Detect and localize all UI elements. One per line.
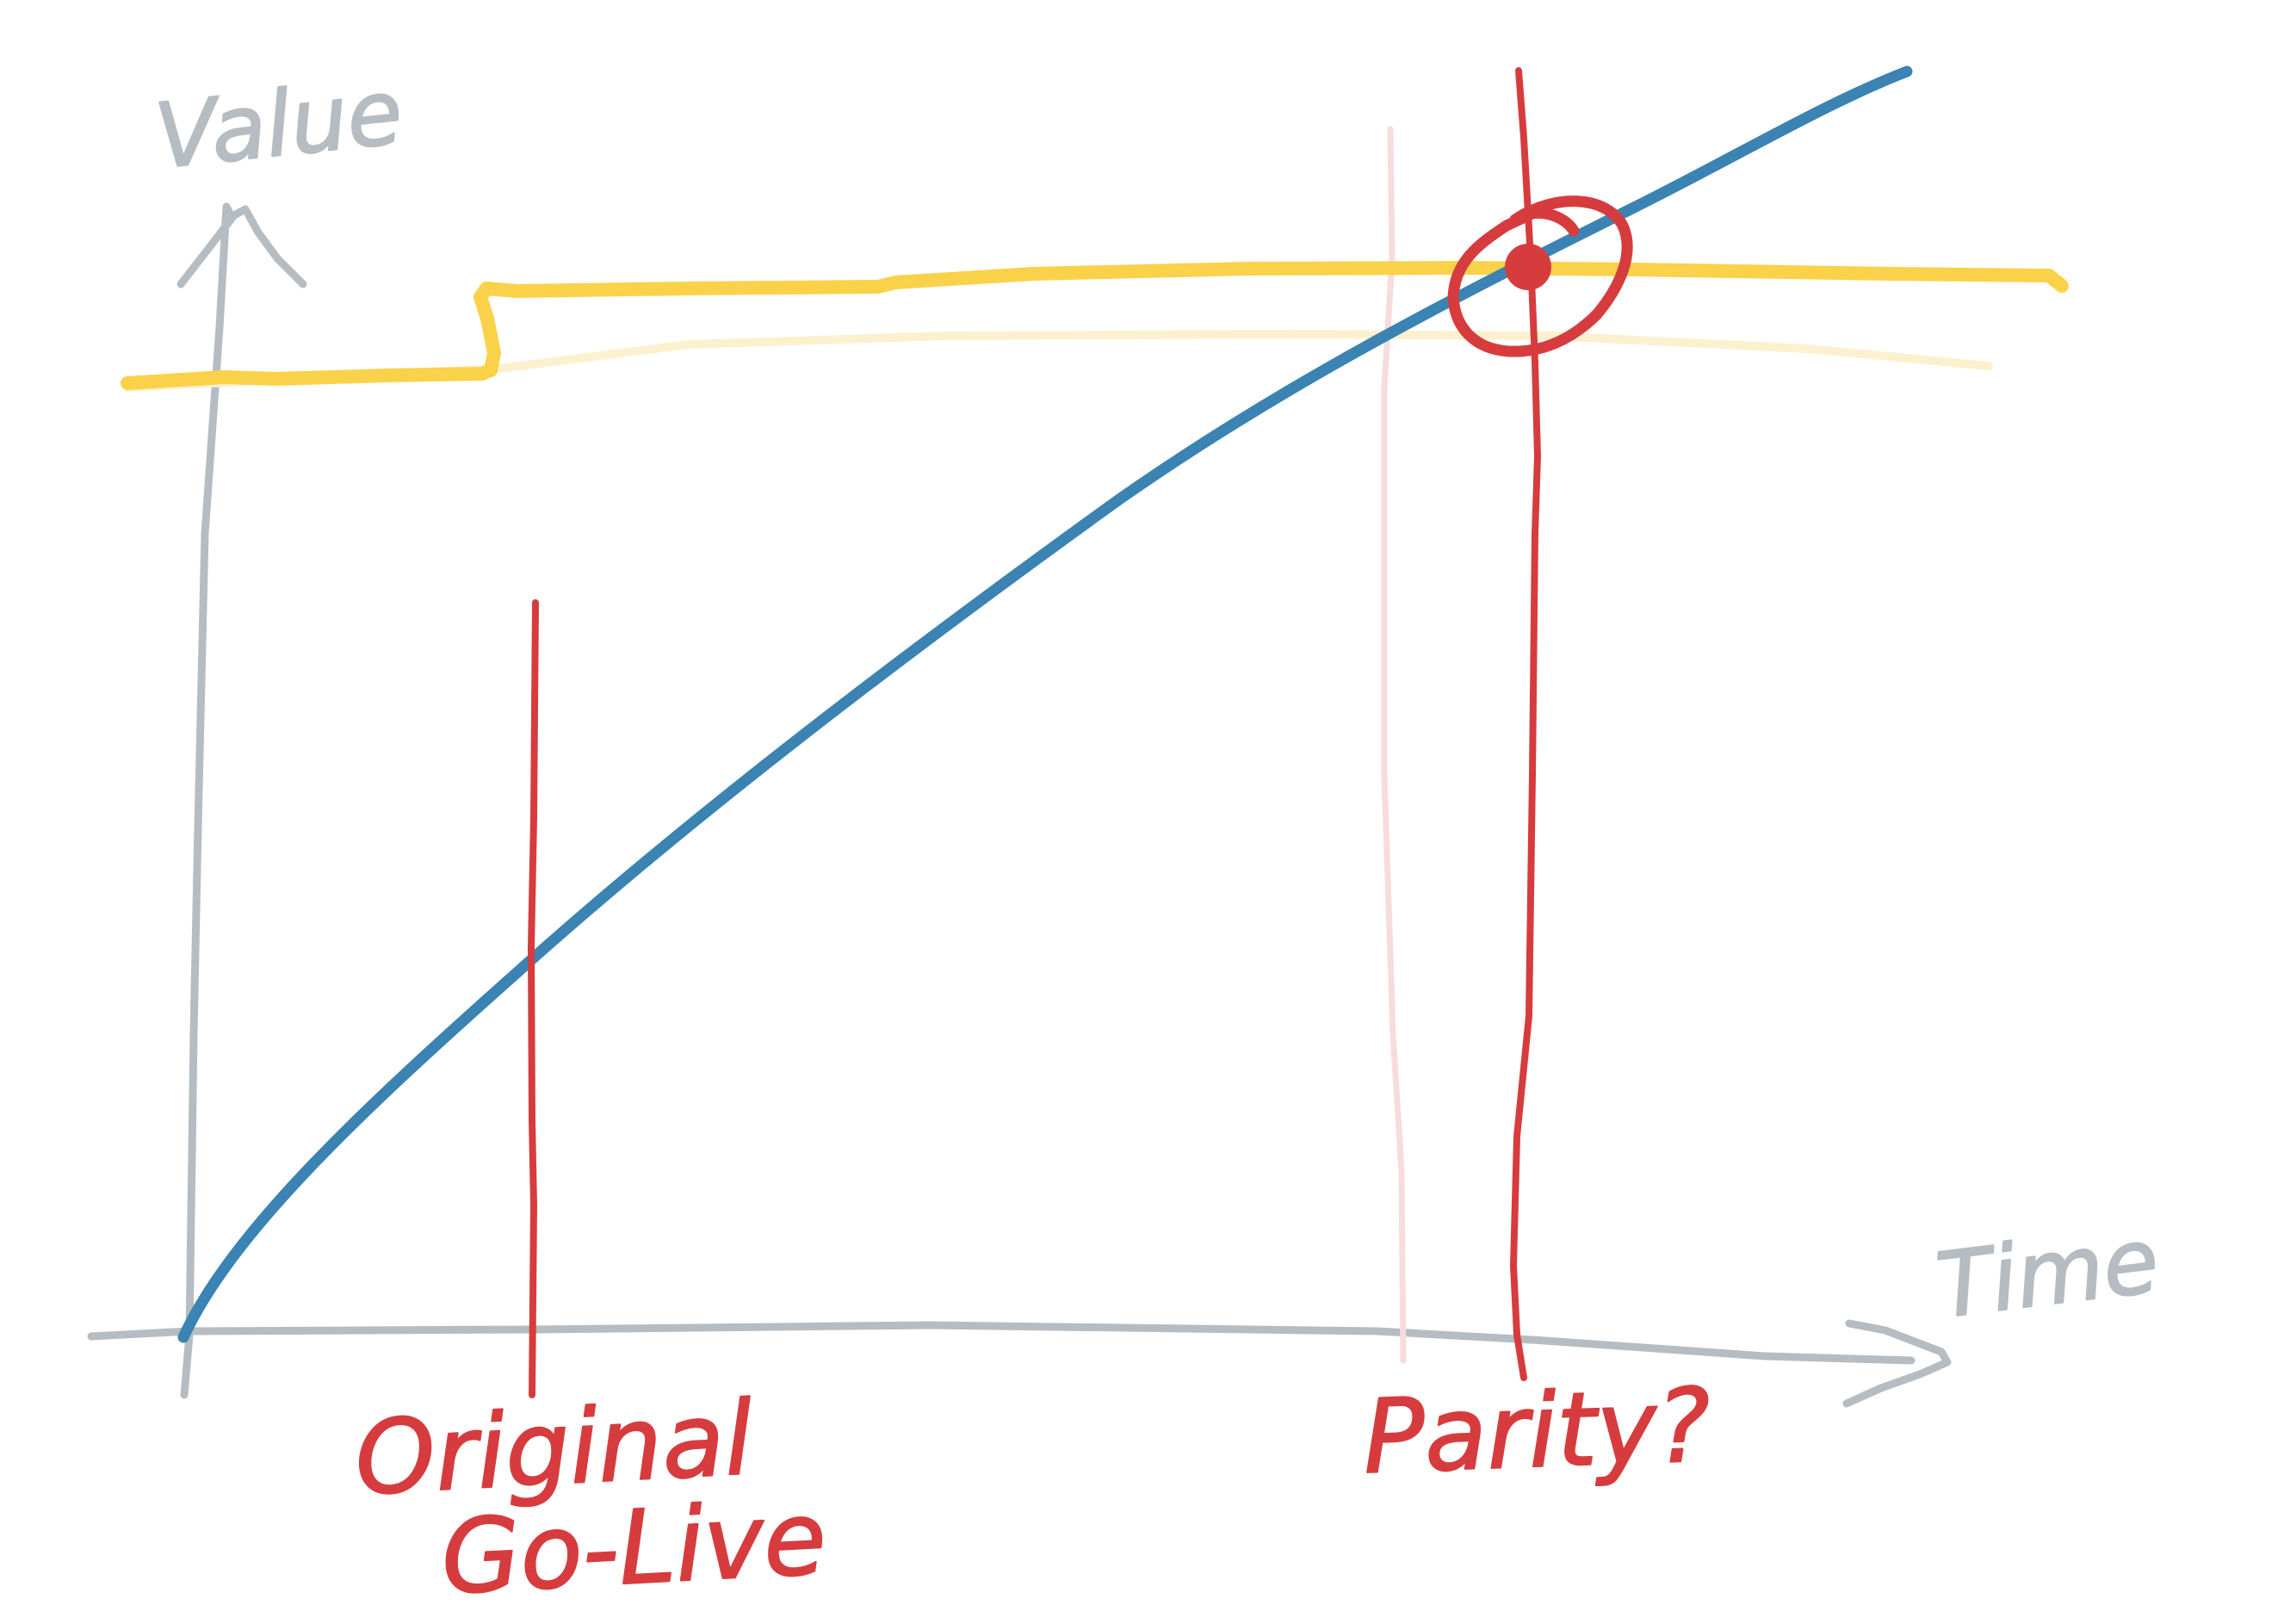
go-live-marker-line <box>528 599 539 1398</box>
go-live-label-line2: Go-Live <box>438 1478 829 1605</box>
x-axis-line <box>87 1321 1915 1365</box>
parity-ghost-line <box>1381 126 1407 1364</box>
benchmark-step-line <box>121 261 2069 390</box>
x-axis-arrowhead <box>1842 1319 1952 1408</box>
y-axis-arrowhead <box>176 205 307 288</box>
parity-circle <box>1447 195 1633 357</box>
benchmark-ghost-line <box>123 330 1993 392</box>
x-axis-label: Time <box>1931 1207 2164 1338</box>
parity-label: Parity? <box>1361 1366 1712 1497</box>
growth-curve <box>177 65 1913 1343</box>
go-live-label-line1: Original <box>352 1379 756 1518</box>
parity-intersection-dot <box>1505 244 1551 290</box>
parity-marker-line <box>1510 67 1541 1381</box>
y-axis-label: Value <box>151 59 407 189</box>
